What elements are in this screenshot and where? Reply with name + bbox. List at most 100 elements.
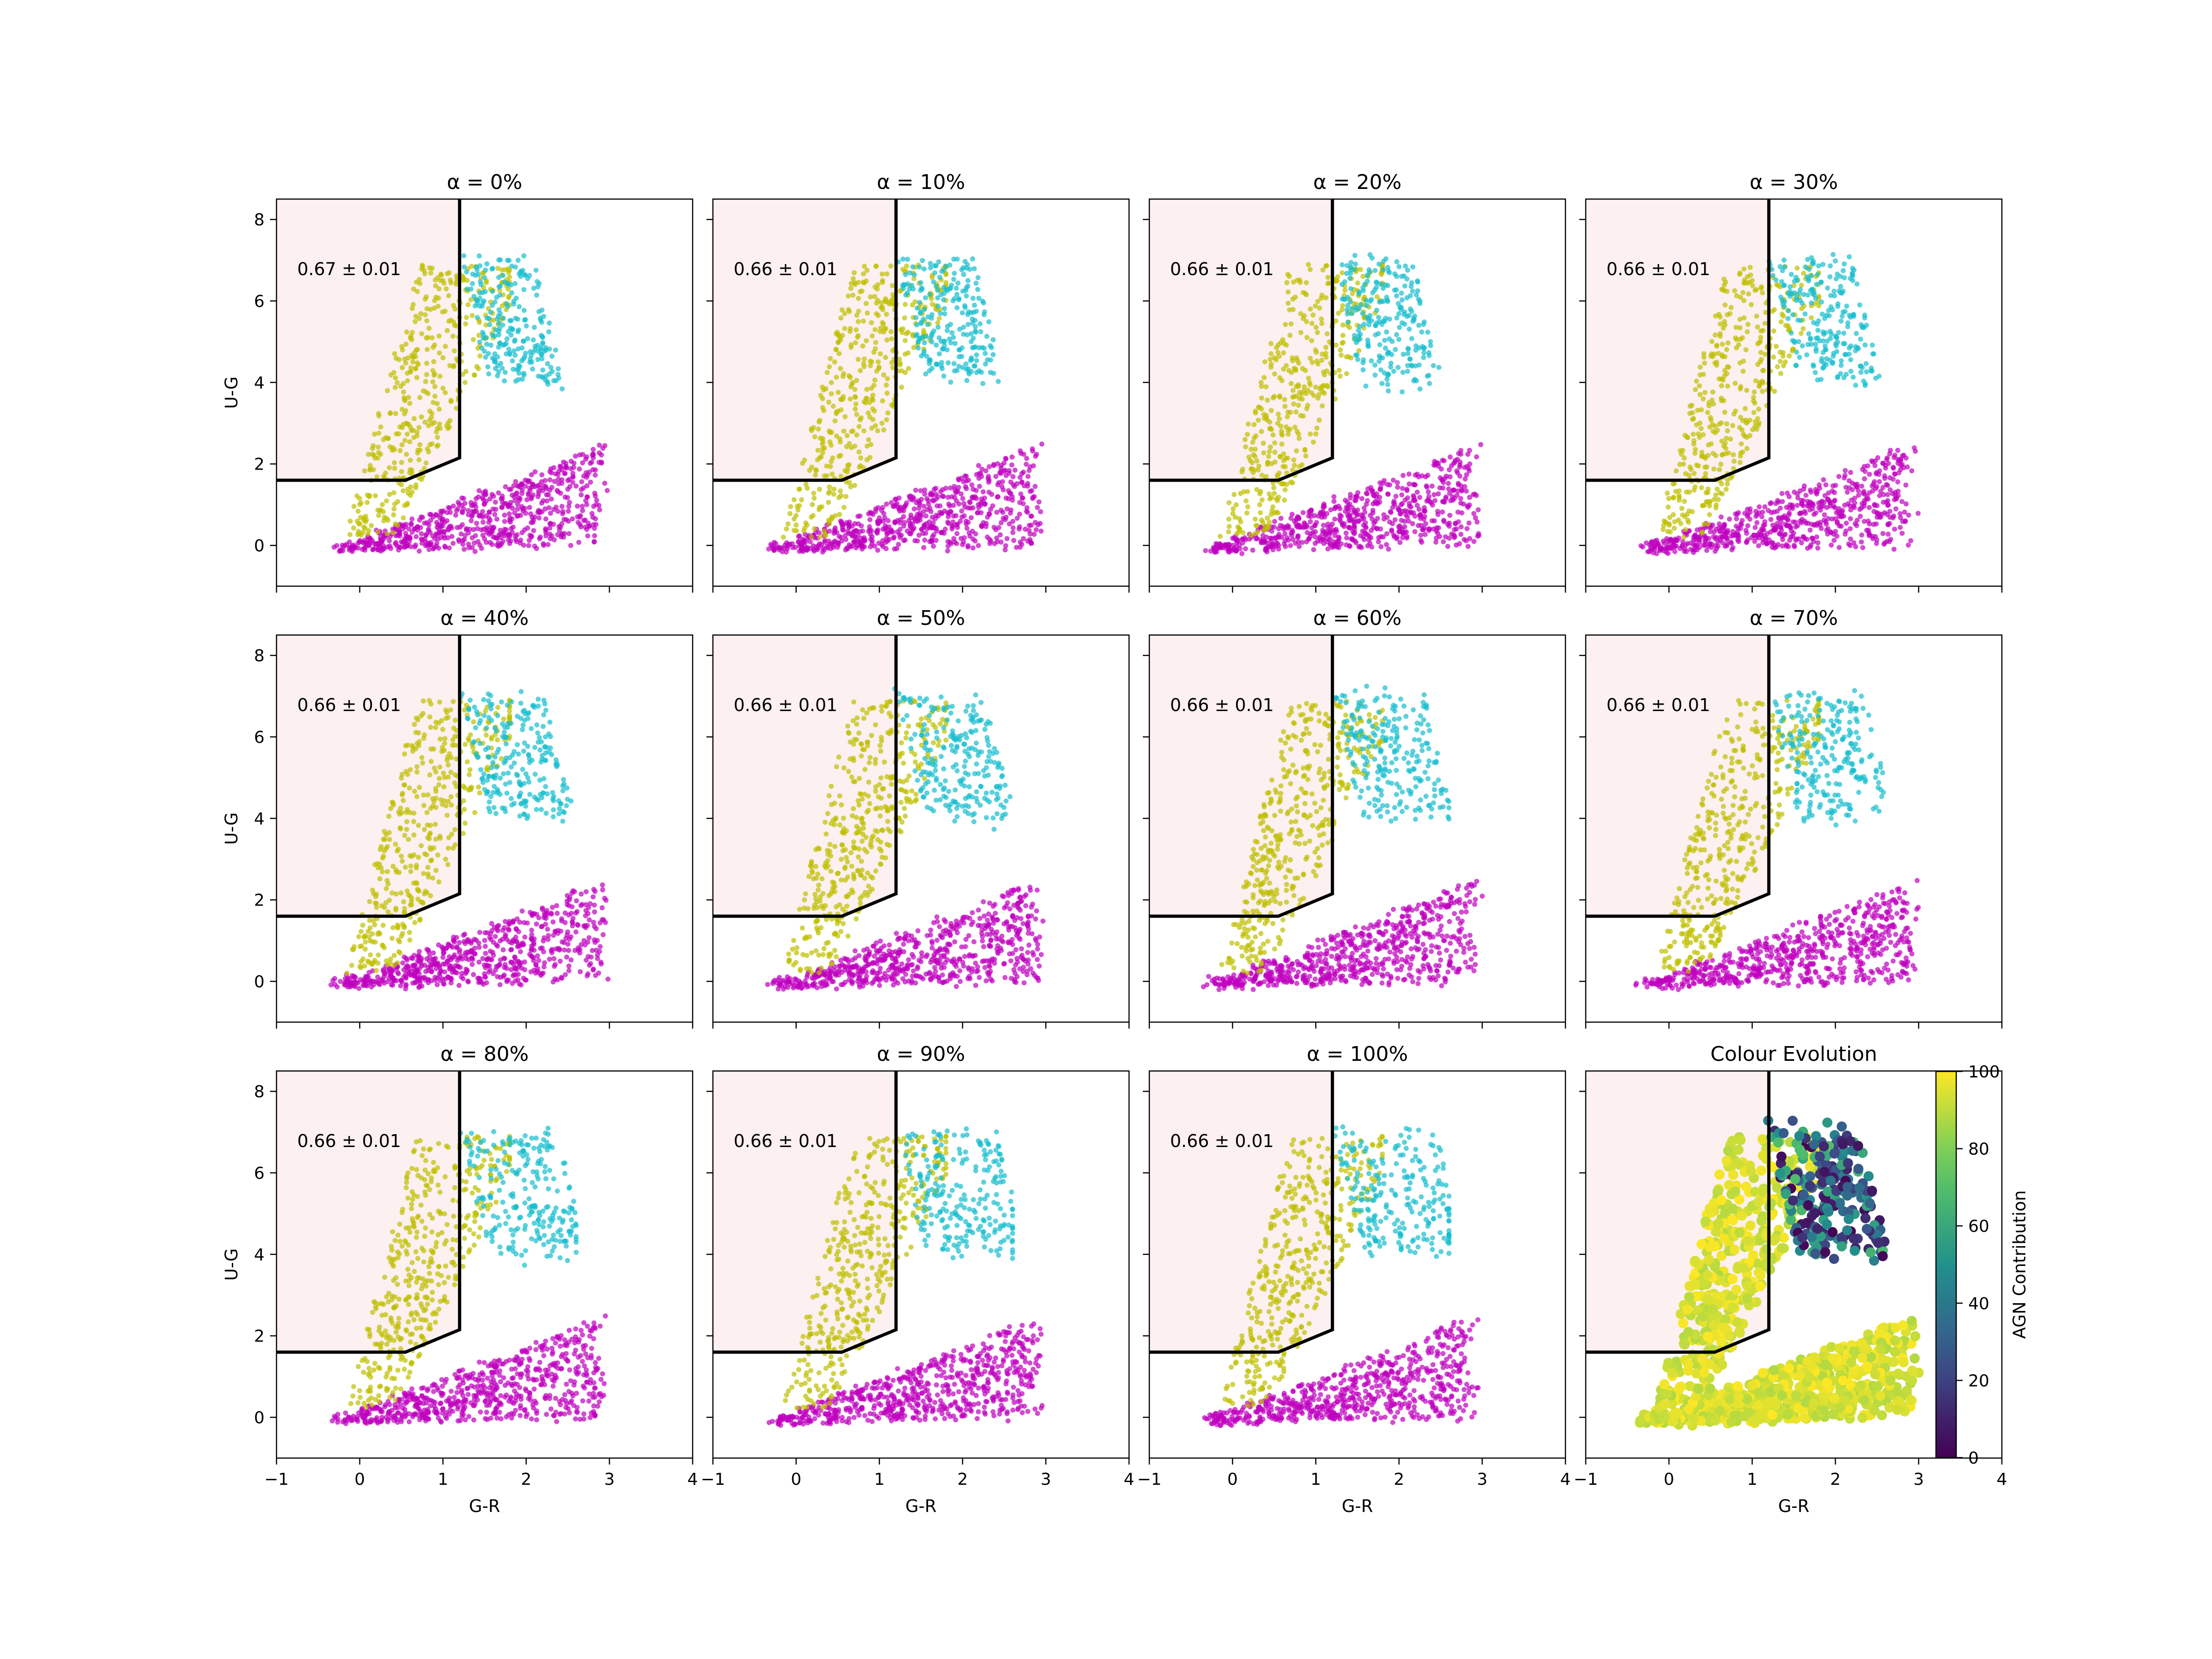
- data-point-magenta: [1768, 501, 1773, 506]
- data-point-yellow: [846, 307, 851, 312]
- data-point-cyan: [523, 351, 528, 356]
- data-point-cyan: [1403, 263, 1408, 269]
- data-point-yellow: [1701, 354, 1706, 360]
- data-point-yellow: [1724, 312, 1730, 318]
- data-point-cyan: [1360, 311, 1365, 316]
- data-point-yellow: [820, 450, 825, 455]
- data-point-yellow: [1737, 271, 1742, 277]
- data-point-yellow: [384, 531, 390, 536]
- data-point-cyan: [1389, 352, 1394, 357]
- data-point-yellow: [834, 433, 839, 439]
- data-point-yellow: [1683, 527, 1688, 532]
- data-point-magenta: [1390, 521, 1395, 526]
- data-point-yellow: [429, 335, 435, 341]
- data-point-magenta: [585, 533, 590, 539]
- data-point-cyan: [518, 274, 524, 279]
- data-point-yellow: [393, 375, 398, 381]
- data-point-magenta: [1799, 540, 1804, 546]
- data-point-yellow: [1230, 511, 1235, 516]
- data-point-yellow: [429, 265, 435, 271]
- data-point-yellow: [1254, 458, 1259, 464]
- data-point-yellow: [837, 512, 842, 517]
- data-point-magenta: [773, 541, 778, 546]
- data-point-magenta: [1292, 518, 1297, 524]
- data-point-cyan: [1363, 383, 1369, 389]
- data-point-yellow: [460, 277, 466, 283]
- data-point-yellow: [1268, 341, 1274, 347]
- data-point-magenta: [516, 495, 521, 500]
- data-point-yellow: [404, 421, 410, 427]
- data-point-cyan: [1421, 350, 1427, 356]
- data-point-yellow: [1290, 394, 1295, 400]
- data-point-magenta: [1860, 545, 1865, 550]
- boundary-line: [1149, 199, 1334, 482]
- data-point-cyan: [1373, 323, 1378, 329]
- data-point-yellow: [929, 296, 934, 301]
- data-point-magenta: [1296, 539, 1301, 545]
- data-point-yellow: [1714, 486, 1720, 492]
- data-point-cyan: [489, 288, 495, 294]
- data-point-cyan: [540, 367, 546, 373]
- data-point-magenta: [503, 484, 508, 489]
- data-point-magenta: [1815, 540, 1821, 546]
- data-point-magenta: [885, 538, 890, 544]
- data-point-magenta: [462, 533, 468, 538]
- data-point-magenta: [1348, 536, 1354, 541]
- data-point-yellow: [1710, 451, 1716, 456]
- data-point-magenta: [552, 537, 557, 542]
- data-point-yellow: [507, 274, 512, 280]
- data-point-yellow: [468, 297, 474, 303]
- data-point-yellow: [873, 264, 879, 269]
- data-point-yellow: [841, 505, 847, 510]
- data-point-magenta: [1665, 551, 1671, 556]
- data-point-magenta: [1895, 479, 1900, 485]
- data-point-magenta: [445, 535, 451, 541]
- data-point-magenta: [1398, 502, 1404, 507]
- data-point-magenta: [1325, 525, 1331, 530]
- data-point-magenta: [835, 540, 841, 546]
- data-point-cyan: [935, 303, 941, 309]
- data-point-magenta: [1446, 481, 1451, 486]
- data-point-cyan: [905, 257, 910, 262]
- data-point-yellow: [1323, 345, 1329, 350]
- data-point-cyan: [965, 283, 971, 289]
- data-point-magenta: [801, 537, 807, 543]
- data-point-magenta: [549, 485, 555, 490]
- data-point-yellow: [801, 528, 806, 534]
- data-point-magenta: [1391, 477, 1396, 483]
- data-point-magenta: [988, 506, 994, 512]
- data-point-magenta: [882, 523, 888, 529]
- data-point-magenta: [766, 546, 771, 552]
- data-point-magenta: [436, 546, 441, 551]
- data-point-cyan: [924, 353, 930, 359]
- data-point-cyan: [539, 352, 545, 358]
- data-point-yellow: [885, 376, 890, 382]
- data-point-magenta: [1818, 522, 1823, 528]
- data-point-yellow: [1322, 372, 1327, 377]
- data-point-magenta: [529, 534, 534, 540]
- data-point-magenta: [1850, 487, 1855, 493]
- data-point-magenta: [1400, 473, 1406, 478]
- data-point-yellow: [471, 337, 476, 342]
- data-point-yellow: [824, 370, 830, 375]
- data-point-yellow: [1739, 441, 1744, 447]
- data-point-magenta: [541, 498, 546, 504]
- data-point-cyan: [1340, 262, 1345, 267]
- data-point-yellow: [1791, 283, 1797, 288]
- data-point-magenta: [1874, 537, 1880, 543]
- data-point-magenta: [897, 535, 903, 540]
- data-point-yellow: [1279, 429, 1284, 434]
- data-point-yellow: [1722, 410, 1728, 415]
- data-point-yellow: [1324, 331, 1330, 336]
- data-point-yellow: [1672, 519, 1677, 524]
- data-point-cyan: [916, 340, 921, 345]
- data-point-yellow: [1340, 340, 1346, 345]
- data-point-yellow: [900, 326, 906, 331]
- data-point-cyan: [532, 324, 537, 330]
- data-point-yellow: [1320, 267, 1326, 273]
- data-point-yellow: [889, 336, 894, 341]
- data-point-magenta: [495, 535, 500, 541]
- data-point-cyan: [979, 370, 984, 375]
- data-point-magenta: [961, 501, 967, 506]
- data-point-yellow: [1752, 288, 1758, 293]
